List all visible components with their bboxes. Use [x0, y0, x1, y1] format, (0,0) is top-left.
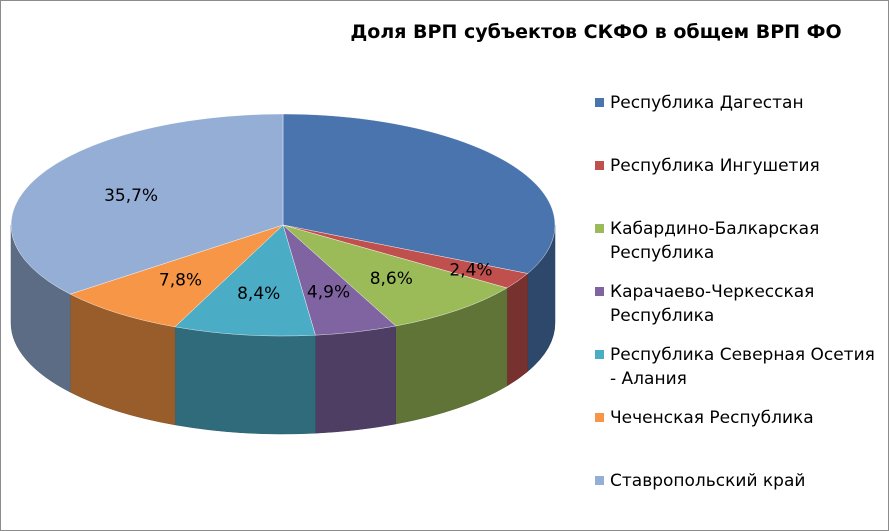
legend-label: Республика Северная Осетия - Алания	[610, 345, 875, 389]
pie-slice-6	[69, 224, 284, 328]
legend-label: Чеченская Республика	[610, 408, 814, 428]
pie-top	[10, 113, 556, 337]
legend-swatch	[595, 98, 604, 107]
pie-slice-7	[10, 113, 284, 295]
legend-label: Карачаево-Черкесская Республика	[610, 282, 815, 326]
data-label-3: 8,6%	[370, 269, 413, 289]
pie-sides	[10, 224, 556, 435]
pie-slice-1	[282, 113, 556, 274]
pie-side-5	[174, 326, 316, 435]
legend-label: Ставропольский край	[610, 471, 806, 491]
pie-side-2	[506, 272, 528, 387]
pie-slice-5	[174, 224, 316, 337]
legend-label: Кабардино-Балкарская Республика	[610, 219, 820, 263]
pie-labels: 2,4% 8,6% 4,9% 8,4% 7,8% 35,7%	[104, 186, 493, 304]
data-label-6: 7,8%	[159, 271, 202, 291]
legend-swatch	[595, 161, 604, 170]
data-label-5: 8,4%	[237, 284, 280, 304]
data-label-4: 4,9%	[307, 282, 350, 302]
chart-title: Доля ВРП субъектов СКФО в общем ВРП ФО	[350, 21, 842, 43]
legend-label: Республика Ингушетия	[610, 156, 820, 176]
data-label-7: 35,7%	[104, 186, 158, 206]
pie-side-4	[315, 325, 396, 434]
legend-label: Республика Дагестан	[610, 93, 804, 113]
legend-swatch	[595, 413, 604, 422]
legend-swatch	[595, 350, 604, 359]
pie-slice-3	[282, 224, 508, 327]
legend-swatch	[595, 476, 604, 485]
legend-swatch	[595, 287, 604, 296]
legend-swatch	[595, 224, 604, 233]
data-label-2: 2,4%	[449, 261, 492, 281]
